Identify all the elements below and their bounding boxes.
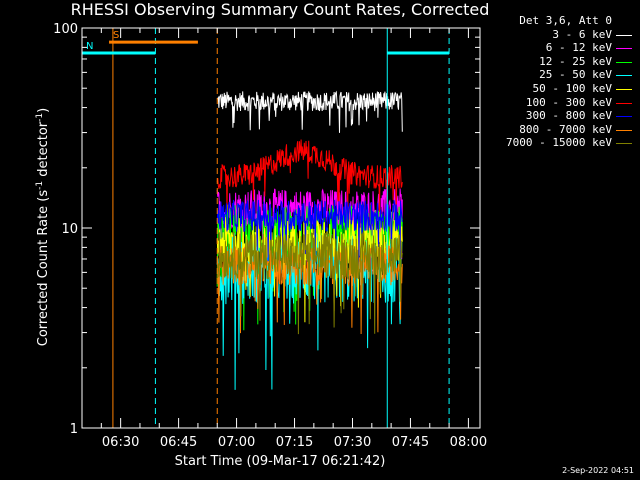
series-line-8: [216, 230, 403, 335]
legend-swatch: [616, 48, 632, 50]
y-label-exp-1: -1: [34, 180, 45, 190]
x-tick-label-2: 07:00: [218, 435, 255, 450]
legend-item-label: 12 - 25 keV: [539, 54, 612, 68]
legend-swatch: [616, 116, 632, 118]
legend-item-label: 3 - 6 keV: [552, 27, 612, 41]
series-line-6: [216, 199, 403, 272]
x-tick-label-3: 07:15: [276, 435, 313, 450]
legend-swatch: [616, 102, 632, 104]
legend-item: 6 - 12 keV: [482, 41, 632, 55]
legend-item-label: 300 - 800 keV: [525, 109, 612, 123]
legend-item: 7000 - 15000 keV: [482, 136, 632, 150]
legend-swatch: [616, 75, 632, 77]
x-tick-label-4: 07:30: [334, 435, 371, 450]
legend-item: 12 - 25 keV: [482, 55, 632, 69]
legend: Det 3,6, Att 0 3 - 6 keV 6 - 12 keV 12 - 2…: [482, 14, 632, 150]
x-tick-label-0: 06:30: [102, 435, 139, 450]
legend-item-label: 800 - 7000 keV: [519, 122, 612, 136]
x-tick-label-5: 07:45: [392, 435, 429, 450]
legend-item: 25 - 50 keV: [482, 68, 632, 82]
y-label-exp-2: -1: [34, 112, 45, 122]
legend-swatch: [616, 129, 632, 131]
flag-label-0: S: [113, 30, 119, 41]
y-label-part-3: ): [36, 107, 52, 113]
flag-label-1: N: [86, 41, 93, 52]
legend-item: 100 - 300 keV: [482, 96, 632, 110]
legend-swatch: [616, 143, 632, 145]
y-tick-label-1: 10: [61, 222, 78, 237]
legend-item-label: 7000 - 15000 keV: [506, 136, 612, 150]
legend-item: 3 - 6 keV: [482, 28, 632, 42]
legend-item-label: 50 - 100 keV: [532, 81, 612, 95]
y-axis-label: Corrected Count Rate (s-1 detector-1): [35, 108, 51, 346]
x-axis-label: Start Time (09-Mar-17 06:21:42): [174, 454, 386, 469]
y-tick-label-0: 1: [70, 422, 78, 437]
legend-item-label: 25 - 50 keV: [539, 68, 612, 82]
chart-title: RHESSI Observing Summary Count Rates, Co…: [70, 0, 490, 19]
generation-timestamp: 2-Sep-2022 04:51: [562, 466, 634, 475]
y-label-part-2: detector: [36, 121, 52, 181]
legend-item-label: 100 - 300 keV: [525, 95, 612, 109]
y-tick-label-2: 100: [53, 22, 78, 37]
series-line-0: [216, 90, 403, 133]
x-tick-label-6: 08:00: [450, 435, 487, 450]
series-line-5: [216, 139, 403, 214]
legend-swatch: [616, 34, 632, 36]
legend-swatch: [616, 61, 632, 63]
legend-item: 300 - 800 keV: [482, 109, 632, 123]
legend-swatch: [616, 88, 632, 90]
y-label-part-1: Corrected Count Rate (s: [36, 189, 52, 347]
legend-item: 50 - 100 keV: [482, 82, 632, 96]
x-tick-label-1: 06:45: [160, 435, 197, 450]
legend-item-label: 6 - 12 keV: [545, 41, 612, 55]
legend-header: Det 3,6, Att 0: [519, 14, 612, 27]
legend-item: 800 - 7000 keV: [482, 123, 632, 137]
